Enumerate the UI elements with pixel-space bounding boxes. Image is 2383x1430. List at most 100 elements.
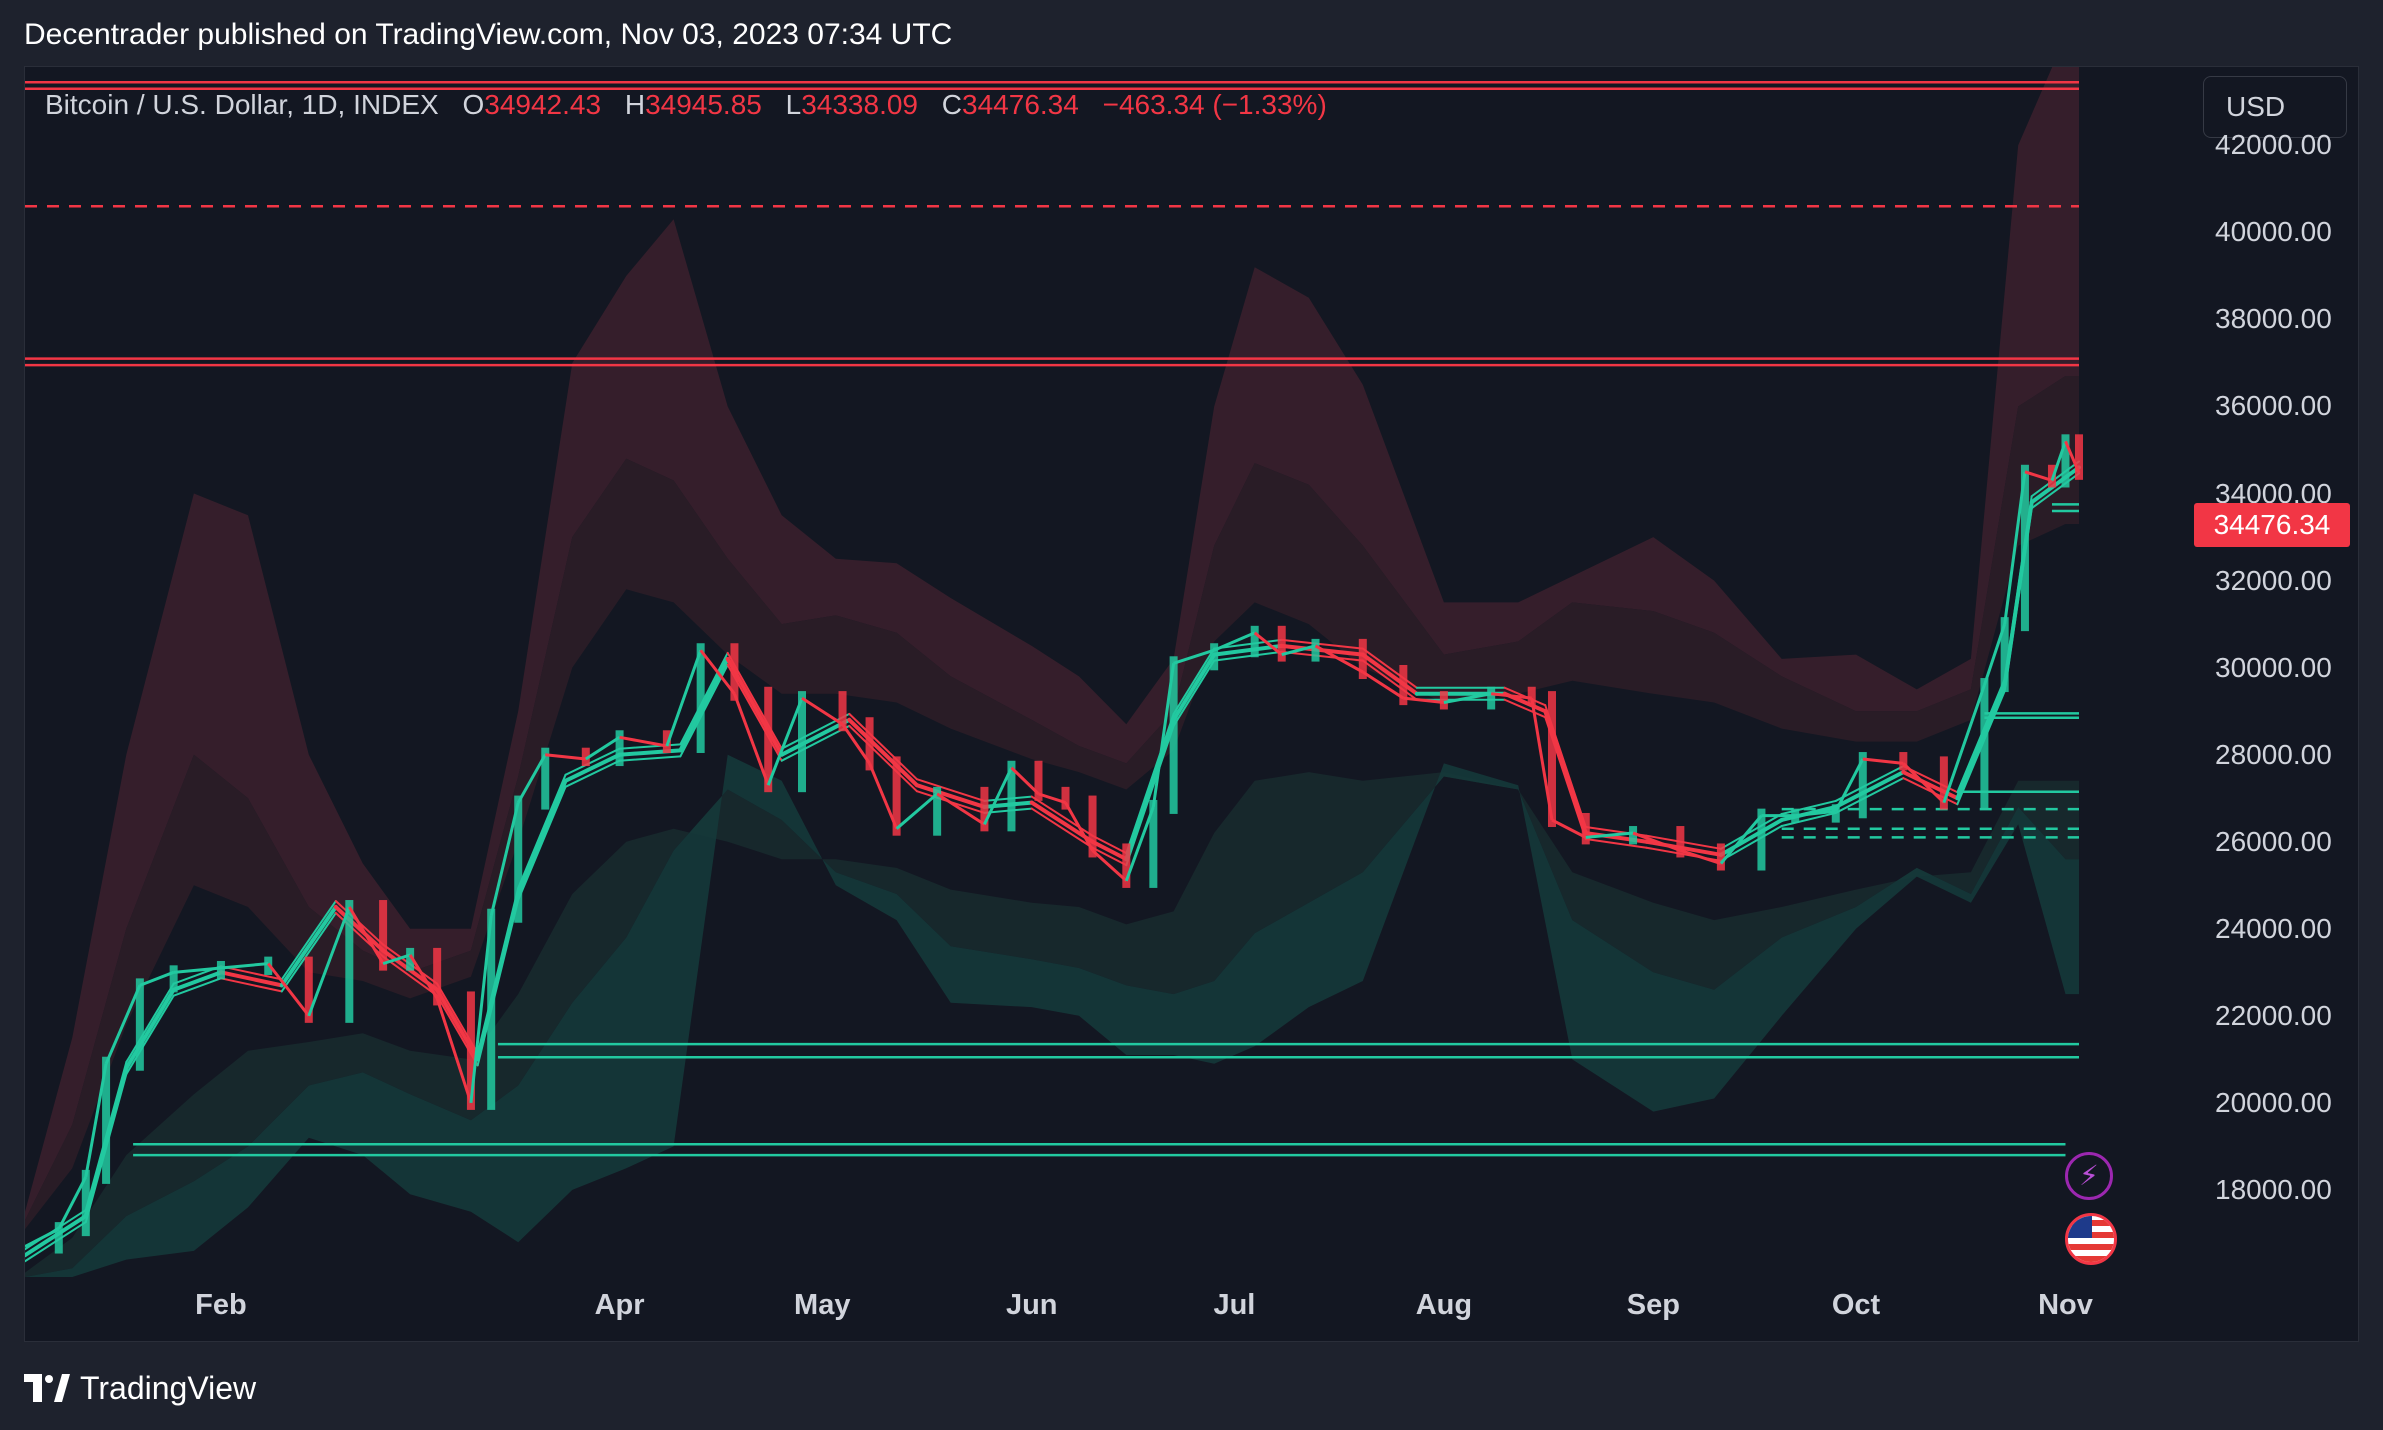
ma-segment — [1780, 811, 1837, 827]
ma-segment — [1091, 834, 1128, 855]
ma-segment — [517, 785, 567, 901]
price-segment — [104, 984, 142, 1065]
price-candle — [798, 691, 807, 793]
price-candle — [433, 947, 442, 1006]
ma-segment — [563, 752, 622, 783]
ma-segment — [1780, 799, 1837, 815]
price-chart[interactable] — [25, 67, 2359, 1342]
price-candle — [1676, 826, 1685, 858]
price-segment — [1862, 757, 1904, 765]
close-value: 34476.34 — [962, 89, 1079, 120]
price-candle — [865, 717, 874, 771]
price-segment — [936, 792, 986, 826]
price-segment — [2024, 470, 2053, 482]
symbol-name[interactable]: Bitcoin / U.S. Dollar, 1D, INDEX — [45, 89, 439, 120]
open-label: O — [462, 89, 485, 120]
change-value: −463.34 (−1.33%) — [1102, 89, 1327, 120]
price-candle — [1034, 760, 1043, 801]
price-segment — [1443, 692, 1492, 704]
price-segment — [1942, 684, 1986, 804]
price-candle — [615, 730, 624, 767]
price-segment — [584, 736, 621, 761]
price-candle — [838, 691, 847, 732]
price-segment — [1719, 814, 1763, 865]
lightning-icon[interactable]: ⚡ — [2065, 1152, 2113, 1200]
price-segment — [1010, 766, 1040, 795]
chart-pane[interactable]: Bitcoin / U.S. Dollar, 1D, INDEX O34942.… — [24, 66, 2359, 1342]
us-flag-icon[interactable] — [2065, 1213, 2117, 1265]
price-segment — [895, 792, 939, 830]
price-segment — [1403, 696, 1445, 704]
price-segment — [57, 1176, 88, 1230]
price-candle — [169, 965, 178, 993]
ma-segment — [1172, 647, 1216, 715]
ma-segment — [476, 898, 520, 1067]
price-segment — [1064, 801, 1094, 852]
price-candle — [54, 1222, 63, 1254]
price-segment — [489, 802, 520, 917]
price-tick-label: 26000.00 — [2215, 825, 2332, 857]
price-candle — [1716, 843, 1725, 871]
price-candle — [216, 960, 225, 980]
price-segment — [1213, 631, 1256, 652]
price-segment — [139, 970, 175, 987]
price-candle — [1007, 760, 1016, 832]
ma-segment — [1091, 846, 1128, 867]
time-tick-label: Aug — [1415, 1289, 1473, 1321]
price-candle — [1899, 752, 1908, 771]
price-segment — [1902, 762, 1945, 804]
high-value: 34945.85 — [645, 89, 762, 120]
price-segment — [1361, 670, 1405, 700]
tradingview-logo[interactable]: TradingView — [24, 1368, 256, 1408]
price-segment — [841, 723, 871, 765]
tradingview-logo-icon — [24, 1374, 70, 1402]
time-tick-label: Jun — [1005, 1289, 1058, 1321]
price-candle — [1061, 786, 1070, 810]
ma-segment — [1213, 638, 1283, 650]
price-segment — [1038, 792, 1066, 805]
price-candle — [730, 643, 739, 701]
price-candle — [304, 956, 313, 1023]
price-candle — [892, 756, 901, 836]
price-candle — [1581, 812, 1590, 845]
ma-segment — [1503, 698, 1547, 719]
ma-segment — [1030, 795, 1094, 837]
price-segment — [1124, 806, 1155, 882]
price-segment — [267, 962, 310, 1017]
ma-segment — [1834, 777, 1905, 814]
ma-segment — [382, 955, 439, 997]
ma-segment — [333, 905, 386, 953]
support-band-mid — [25, 772, 2079, 1277]
ma-segment — [1280, 650, 1364, 662]
price-candle — [1858, 752, 1867, 819]
ma-segment — [475, 891, 521, 1062]
price-candle — [1629, 826, 1638, 845]
price-candle — [514, 795, 523, 923]
open-value: 34942.43 — [484, 89, 602, 120]
price-tick-label: 18000.00 — [2215, 1173, 2332, 1205]
price-segment — [307, 906, 351, 1017]
price-candle — [1439, 691, 1448, 710]
ma-segment — [1360, 652, 1419, 696]
currency-button[interactable]: USD — [2203, 76, 2347, 138]
ma-segment — [848, 724, 918, 793]
price-tick-label: 22000.00 — [2215, 999, 2332, 1031]
ma-segment — [1834, 765, 1905, 802]
ma-segment — [779, 717, 852, 757]
price-candle — [1399, 665, 1408, 706]
price-segment — [25, 1227, 60, 1248]
ma-segment — [1584, 838, 1648, 849]
price-candle — [980, 786, 989, 832]
ma-segment — [1172, 659, 1216, 727]
ma-segment — [279, 905, 338, 988]
price-candle — [2075, 434, 2083, 480]
price-candle — [1527, 686, 1536, 706]
ma-segment — [564, 759, 621, 788]
ma-segment — [1280, 638, 1364, 650]
ma-segment — [124, 987, 176, 1071]
price-tick-label: 40000.00 — [2215, 216, 2332, 248]
price-segment — [665, 649, 703, 747]
close-label: C — [941, 89, 963, 120]
price-candle — [487, 908, 496, 1110]
price-segment — [766, 697, 804, 786]
